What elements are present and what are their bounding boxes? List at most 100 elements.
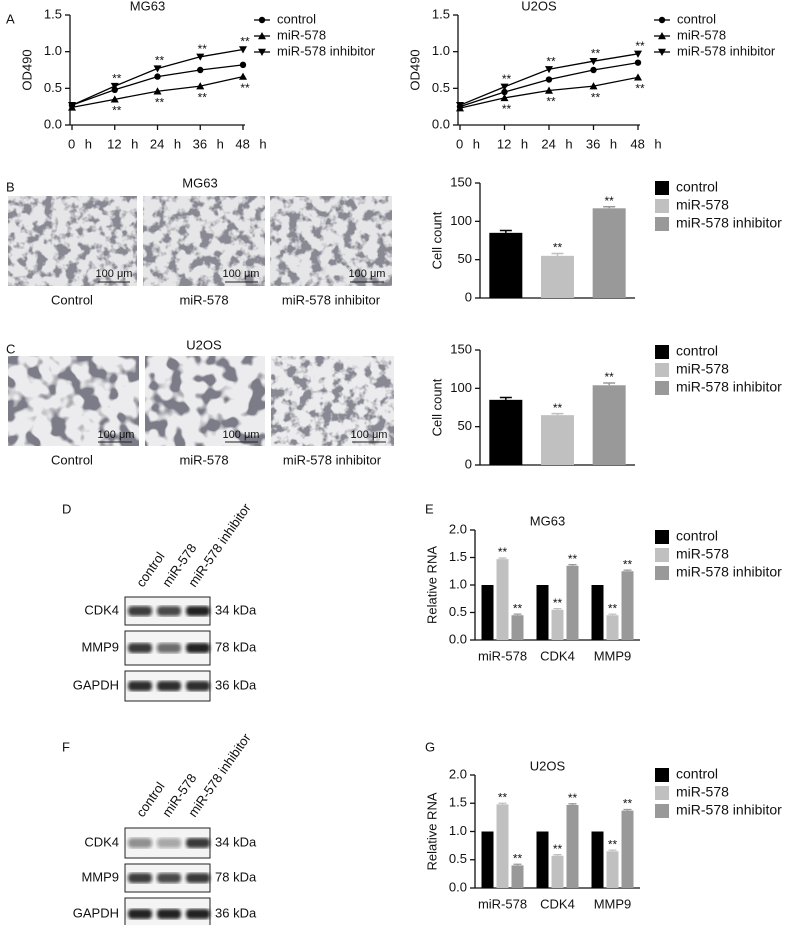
marker [239,61,247,69]
scale-label: 100 μm [349,268,386,280]
marker [500,93,509,102]
bar [481,585,494,640]
bar [591,831,604,888]
error-bar [553,854,562,856]
blot-size: 34 kDa [215,602,257,617]
significance: ** [155,95,165,109]
legend-label: control [677,11,716,26]
significance: ** [608,601,618,615]
error-bar [513,613,522,616]
y-axis-label: OD490 [19,49,34,90]
chart-title: U2OS [521,0,557,13]
y-tick-label: 0.0 [449,631,467,646]
blot-band [157,606,181,616]
y-tick-label: 50 [458,418,472,433]
significance: ** [240,35,250,49]
legend-swatch [655,786,669,800]
marker [589,58,598,66]
marker [501,88,508,96]
marker [239,46,247,54]
legend-label: miR-578 inhibitor [676,564,782,580]
error-bar [568,803,577,805]
marker [258,32,266,40]
significance: ** [502,72,512,86]
blot-band [186,909,210,919]
scale-label: 100 μm [223,429,260,441]
y-tick-label: 0.0 [432,116,450,131]
scale-label: 100 μm [98,429,135,441]
x-tick-label: 48 h [630,136,661,151]
error-bar [608,613,617,616]
micrograph [8,356,139,446]
marker [196,53,205,61]
x-tick-label: CDK4 [540,648,575,663]
marker [456,102,464,110]
legend-label: control [676,528,718,544]
bar [566,565,579,640]
y-tick-label: 1.0 [432,43,450,58]
significance: ** [591,90,601,104]
bar [489,399,523,465]
significance: ** [553,241,563,255]
legend-label: control [676,179,718,195]
blot-band [186,681,210,691]
significance: ** [112,71,122,85]
marker [500,83,509,91]
micrograph-caption: Control [51,452,93,467]
panel-label: A [6,11,15,26]
panel-label: G [425,739,435,754]
significance: ** [198,90,208,104]
legend-label: miR-578 [676,546,729,562]
y-tick-label: 100 [450,213,472,228]
bar [511,865,524,888]
blot-column-label: miR-578 inhibitor [185,500,254,590]
marker [545,86,553,94]
micrograph [270,196,392,286]
blot-protein: GAPDH [73,677,119,692]
legend-label: miR-578 [677,27,726,42]
bar [621,571,634,640]
marker [110,82,119,91]
marker [545,66,553,74]
marker [589,82,598,90]
micrograph-row: U2OS 100 μm 100 μm 100 μm Control miR-57… [8,337,394,467]
bar [489,232,523,298]
legend-swatch [655,566,669,580]
blot-protein: CDK4 [84,834,119,849]
marker [634,73,642,81]
marker [634,50,642,58]
error-bar [623,808,632,811]
y-tick-label: 0.0 [449,879,467,894]
marker [258,16,266,24]
significance: ** [604,370,614,384]
blot-band [157,909,181,919]
significance: ** [502,102,512,116]
y-tick-label: 2.0 [449,521,467,536]
bar [592,208,626,298]
blot-band [128,873,152,883]
error-bar [603,206,616,209]
x-tick-label: MMP9 [594,896,632,911]
scale-label: 100 μm [223,268,260,280]
significance: ** [623,797,633,811]
significance: ** [568,552,578,566]
y-tick-label: 1.0 [449,823,467,838]
chart-title: MG63 [530,513,565,528]
micrograph-row: MG63 100 μm 100 μm 100 μm Control miR-57… [8,175,392,307]
scale-label: 100 μm [351,429,388,441]
micrograph [145,356,265,446]
blot-band [128,909,152,919]
significance: ** [591,46,601,60]
y-tick-label: 150 [450,174,472,189]
blot-size: 34 kDa [215,834,257,849]
legend-swatch [655,768,669,782]
legend-label: miR-578 inhibitor [676,802,782,818]
blot-band [128,606,152,616]
y-tick-label: 0.5 [432,80,450,95]
y-tick-label: 0.0 [44,116,62,131]
blot-band [186,838,210,848]
y-tick-label: 0.5 [449,604,467,619]
legend-label: miR-578 inhibitor [676,215,782,231]
micrograph [271,356,394,446]
